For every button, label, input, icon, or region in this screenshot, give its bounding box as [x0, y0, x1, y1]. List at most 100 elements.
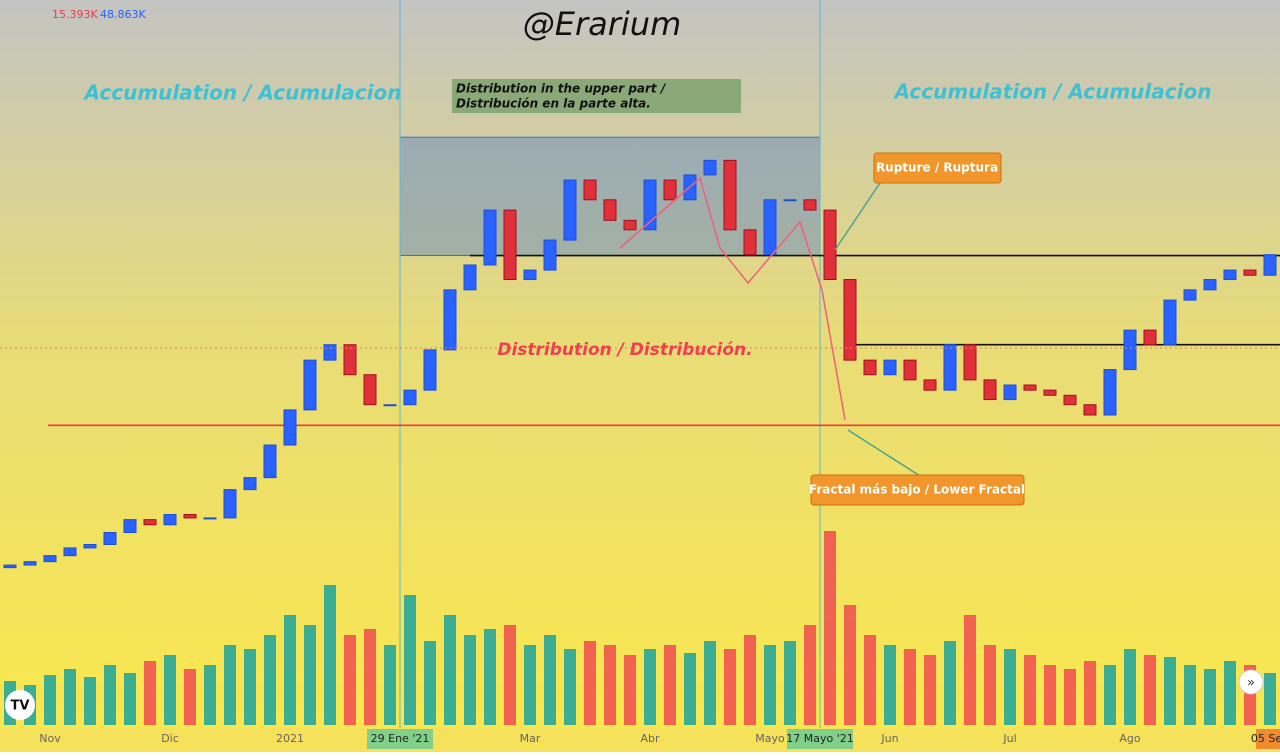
volume-bar [984, 645, 996, 725]
volume-bar [304, 625, 316, 725]
volume-bar [1164, 657, 1176, 725]
x-tick-label: Mar [520, 732, 541, 745]
x-tick-label: Abr [640, 732, 660, 745]
volume-bar [244, 649, 256, 725]
candle-body [223, 489, 237, 519]
annotation: Distribution in the upper part / [456, 82, 667, 96]
candle-body [23, 561, 37, 566]
candle-body [1123, 329, 1137, 371]
volume-bar [444, 615, 456, 725]
candle-body [1163, 299, 1177, 346]
volume-bar [1084, 661, 1096, 725]
callout-box [873, 152, 1002, 184]
volume-bar [1204, 669, 1216, 725]
candle-body [283, 409, 297, 446]
candle-body [503, 209, 517, 281]
volume-bar [624, 655, 636, 725]
candle-body [123, 519, 137, 533]
volume-bar [384, 645, 396, 725]
volume-bar [844, 605, 856, 725]
volume-bar [964, 615, 976, 725]
volume-bar [504, 625, 516, 725]
candle-body [443, 289, 457, 351]
volume-bar [484, 629, 496, 725]
callout-line [847, 429, 921, 477]
candle-body [103, 531, 117, 545]
candle-body [83, 543, 97, 549]
volume-bar [64, 669, 76, 725]
zigzag [619, 176, 846, 421]
volume-bar [464, 635, 476, 725]
annotation: Rupture / Ruptura [876, 161, 998, 175]
volume-bar [1144, 655, 1156, 725]
x-tick-label: Nov [39, 732, 61, 745]
callout-box [810, 474, 1025, 506]
candle-body [243, 477, 257, 491]
x-tick-label: Jun [880, 732, 898, 745]
volume-bar [1124, 649, 1136, 725]
volume-bar [264, 635, 276, 725]
candle-body [383, 404, 397, 407]
x-label-highlight [1256, 729, 1280, 749]
candle-body [763, 199, 777, 256]
volume-bar [164, 655, 176, 725]
x-tick-label: Ago [1119, 732, 1141, 745]
candle-body [983, 379, 997, 401]
candle-body [1103, 369, 1117, 416]
volume-bar [804, 625, 816, 725]
callout-line [834, 182, 881, 251]
candle-body [703, 159, 717, 176]
candle-body [483, 209, 497, 266]
volume-bar [1004, 649, 1016, 725]
volume-bar [104, 665, 116, 725]
x-label-highlight [787, 729, 853, 749]
chart-title: @Erarium [523, 5, 681, 43]
candle-body [603, 199, 617, 221]
candle-body [843, 279, 857, 361]
annotation: Accumulation / Acumulacion [893, 80, 1212, 104]
volume-bar [1064, 669, 1076, 725]
volume-bar [224, 645, 236, 725]
volume-bar [1104, 665, 1116, 725]
candle-body [783, 199, 797, 202]
x-tick-label: Jul [1002, 732, 1016, 745]
candle-body [1183, 289, 1197, 301]
candle-body [563, 179, 577, 241]
volume-bar [424, 641, 436, 725]
volume-bar [124, 673, 136, 725]
volume-bar [644, 649, 656, 725]
candle-body [403, 389, 417, 406]
volume-bar [904, 649, 916, 725]
volume-value: 15.393K [52, 8, 98, 21]
candle-body [143, 519, 157, 526]
candle-body [663, 179, 677, 201]
x-tick-label: 05 Sep [1251, 732, 1280, 745]
candle-body [1063, 394, 1077, 406]
annotation: Fractal más bajo / Lower Fractal [809, 483, 1025, 497]
candle-body [1243, 269, 1257, 276]
volume-bar [924, 655, 936, 725]
scroll-icon[interactable]: » [1247, 676, 1255, 691]
candle-body [943, 344, 957, 391]
candle-body [823, 209, 837, 281]
candle-body [1263, 254, 1277, 276]
volume-bar [1024, 655, 1036, 725]
volume-bar [404, 595, 416, 725]
range-box [399, 136, 821, 257]
x-tick-label: 29 Ene '21 [371, 732, 430, 745]
candle-body [863, 359, 877, 376]
candle-body [183, 513, 197, 519]
candle-body [63, 547, 77, 557]
candle-body [743, 229, 757, 256]
candle-body [343, 344, 357, 376]
candle-body [423, 349, 437, 391]
volume-bar [704, 641, 716, 725]
scroll-button[interactable] [1238, 669, 1264, 695]
candle-body [43, 555, 57, 563]
candle-body [583, 179, 597, 201]
candle-body [883, 359, 897, 376]
volume-bar [284, 615, 296, 725]
annotation: Distribución en la parte alta. [456, 97, 651, 111]
candle-body [923, 379, 937, 391]
